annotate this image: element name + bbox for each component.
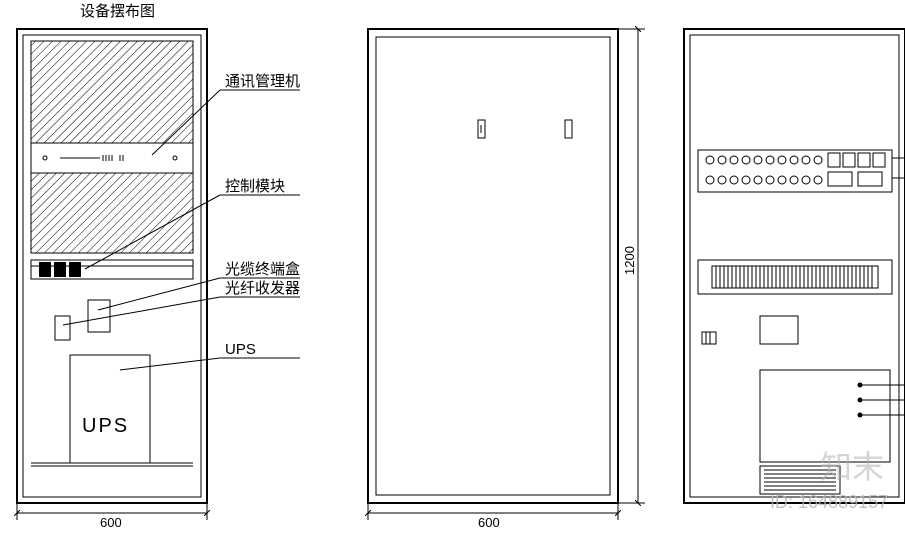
label-ups: UPS (225, 341, 256, 358)
label-comm-mgr: 通讯管理机 (225, 73, 300, 90)
dim-mid-height-text: 1200 (622, 246, 637, 275)
diagram-canvas: 设备摆布图 UPS (0, 0, 905, 533)
cabinet-right (684, 29, 905, 503)
label-fiber-xcvr: 光纤收发器 (225, 280, 300, 297)
label-ctrl-module: 控制模块 (225, 178, 285, 195)
dim-left-width-text: 600 (100, 515, 122, 530)
watermark-id: ID: 164889157 (770, 492, 888, 512)
ups-text: UPS (82, 415, 129, 437)
cabinet-mid (368, 29, 618, 503)
diagram-title: 设备摆布图 (80, 3, 155, 20)
label-fiber-term: 光缆终端盒 (225, 261, 300, 278)
watermark-brand: 知末 (820, 449, 884, 485)
dim-mid-width-text: 600 (478, 515, 500, 530)
cabinet-left: UPS (17, 29, 207, 503)
